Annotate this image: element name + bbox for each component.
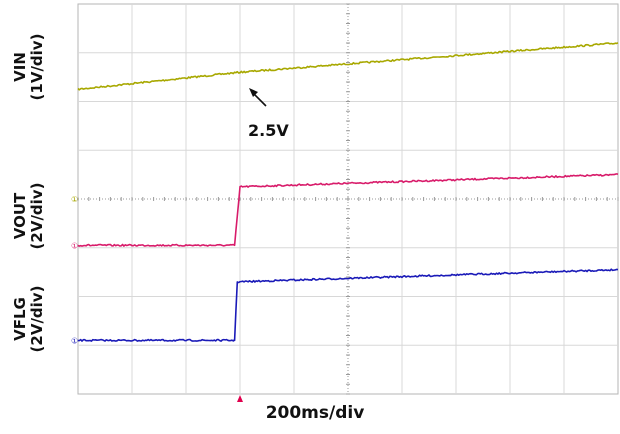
vin-axis-label: VIN (1V/div) bbox=[11, 22, 52, 112]
annotation-2-5v: 2.5V bbox=[248, 121, 289, 140]
vout-name: VOUT bbox=[11, 192, 29, 240]
grid bbox=[77, 3, 619, 395]
trace-vflg bbox=[78, 268, 619, 342]
vflg-axis-label: VFLG (2V/div) bbox=[11, 274, 52, 364]
x-axis-label: 200ms/div bbox=[265, 403, 365, 423]
vflg-scale: (2V/div) bbox=[28, 285, 46, 353]
vout-scale: (2V/div) bbox=[28, 182, 46, 250]
annotation-arrow bbox=[249, 88, 267, 107]
vflg-name: VFLG bbox=[11, 297, 29, 341]
trigger-marker bbox=[237, 395, 243, 402]
vout-axis-label: VOUT (2V/div) bbox=[11, 171, 52, 261]
traces bbox=[77, 42, 619, 342]
vin-scale: (1V/div) bbox=[28, 33, 46, 101]
trace-vout bbox=[77, 173, 619, 247]
channel-marker-ref: ① bbox=[71, 195, 78, 204]
channel-marker-vout: ① bbox=[71, 241, 78, 250]
channel-markers: ① ① ① bbox=[71, 195, 78, 345]
vin-name: VIN bbox=[11, 52, 29, 82]
trace-vin bbox=[77, 42, 619, 91]
channel-marker-vflg: ① bbox=[71, 336, 78, 345]
